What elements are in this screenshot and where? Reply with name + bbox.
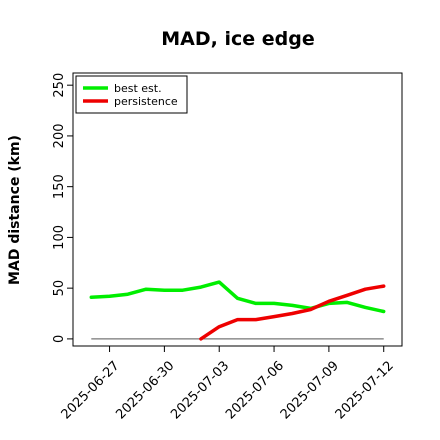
plot-area — [89, 280, 386, 341]
plot-frame — [72, 72, 403, 347]
y-axis-label: MAD distance (km) — [7, 135, 23, 285]
y-tick-label: 150 — [52, 174, 67, 199]
y-tick-label: 50 — [52, 280, 67, 297]
series-line-best-est- — [89, 280, 386, 314]
legend: best est.persistence — [75, 75, 188, 114]
axes: 0501001502002502025-06-272025-06-302025-… — [52, 73, 397, 423]
chart-title: MAD, ice edge — [161, 28, 314, 50]
legend-box — [75, 75, 188, 114]
legend-label-persistence: persistence — [114, 95, 178, 108]
x-tick-label: 2025-07-06 — [223, 358, 287, 422]
y-tick-label: 100 — [52, 225, 67, 250]
y-tick-label: 0 — [52, 335, 67, 343]
y-tick-label: 250 — [52, 73, 67, 98]
x-tick-label: 2025-07-12 — [333, 358, 397, 422]
legend-label-best-est-: best est. — [114, 82, 162, 95]
y-tick-label: 200 — [52, 124, 67, 149]
x-tick-label: 2025-07-09 — [278, 358, 342, 422]
x-tick-label: 2025-06-30 — [113, 358, 177, 422]
series-line-persistence — [199, 284, 386, 341]
x-tick-label: 2025-07-03 — [168, 358, 232, 422]
x-tick-label: 2025-06-27 — [59, 358, 123, 422]
